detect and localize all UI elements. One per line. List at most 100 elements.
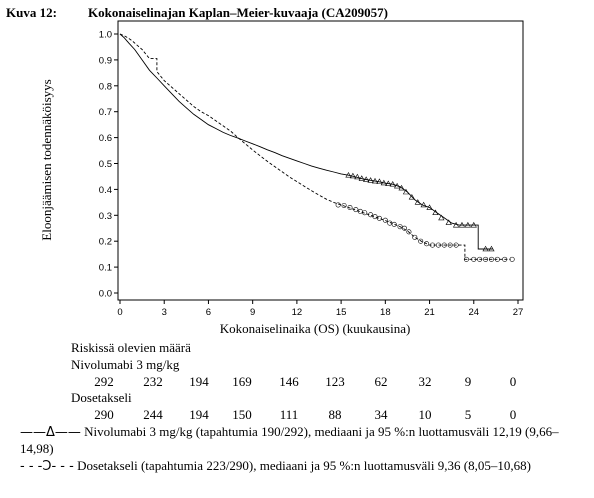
risk-count: 169	[232, 374, 252, 389]
censor-circle	[471, 256, 477, 262]
censor-circle	[368, 212, 374, 218]
risk-count: 244	[143, 407, 163, 422]
x-tick-label: 24	[468, 307, 479, 318]
censor-triangle	[376, 178, 383, 184]
censor-circle	[341, 202, 347, 208]
censor-circle	[376, 215, 382, 221]
risk-count: 62	[374, 374, 388, 389]
censor-circle	[488, 256, 494, 262]
censor-triangle	[358, 175, 365, 181]
censor-circle	[502, 256, 508, 262]
censor-circle	[401, 225, 407, 231]
y-tick-label: 0.1	[99, 263, 112, 274]
x-axis: 0 3 6 9 12 15 18 21 24 27	[117, 300, 523, 318]
figure-caption: Kuva 12: Kokonaiselinajan Kaplan–Meier-ku…	[6, 5, 388, 21]
censor-circle	[435, 242, 441, 248]
censor-triangle	[488, 245, 495, 252]
censor-circle	[509, 256, 515, 262]
censor-circle	[372, 214, 378, 220]
censor-triangle	[394, 182, 401, 189]
km-chart: 0.0 0.1 0.2 0.3 0.4 0.5 0.6 0.7 0.8 0.9 1.0 0 3 6 9 12…	[39, 20, 524, 336]
censor-triangle	[426, 204, 433, 210]
legend-nivolumab: ——Δ—— Nivolumabi 3 mg/kg (tapahtumia 190…	[20, 424, 580, 457]
risk-count: 194	[189, 374, 209, 389]
x-tick-label: 0	[117, 307, 122, 318]
risk-count: 32	[418, 374, 432, 389]
censor-circle	[347, 205, 353, 211]
censor-circle	[353, 207, 359, 213]
nivolumab-curve	[119, 33, 493, 250]
censor-triangle	[408, 193, 415, 200]
y-tick-label: 0.8	[99, 81, 112, 92]
x-axis-title: Kokonaiselinaika (OS) (kuukausina)	[220, 321, 411, 336]
censor-triangle	[349, 172, 357, 179]
censor-circle	[477, 256, 483, 262]
censor-triangle	[363, 176, 370, 182]
y-axis-title: Eloonjäämisen todennäköisyys	[39, 79, 54, 240]
censor-circle	[387, 220, 393, 226]
censor-triangle	[398, 184, 405, 191]
censor-circle	[441, 242, 447, 248]
censor-triangle	[420, 201, 427, 208]
censor-triangle	[452, 221, 460, 228]
figure-title: Kokonaiselinajan Kaplan–Meier-kuvaaja (C…	[88, 5, 388, 20]
legend-docetaxel: - - -Ↄ- - - Dosetakseli (tapahtumia 223/…	[20, 458, 580, 475]
risk-count: 34	[374, 407, 388, 422]
risk-count: 292	[94, 374, 114, 389]
censor-circle	[424, 241, 430, 247]
censor-triangle	[380, 179, 387, 186]
censor-triangle	[464, 221, 471, 228]
risk-count: 232	[143, 374, 163, 389]
censor-triangle	[367, 177, 374, 183]
y-tick-label: 0.0	[99, 289, 112, 300]
y-tick-label: 0.6	[99, 133, 112, 144]
censor-triangle	[345, 171, 352, 178]
y-tick-label: 0.7	[99, 107, 112, 118]
censor-triangle	[445, 219, 452, 225]
x-tick-label: 6	[206, 307, 211, 318]
risk-table-heading: Riskissä olevien määrä	[71, 340, 191, 355]
legend-doce-text: Dosetakseli (tapahtumia 223/290), mediaa…	[73, 458, 531, 473]
risk-count: 146	[279, 374, 299, 389]
y-tick-label: 0.9	[99, 55, 112, 66]
censor-circle	[494, 256, 500, 262]
risk-row-docetaxel: 290 244 194 150 111 88 34 10 5 0	[0, 407, 594, 423]
x-tick-label: 12	[292, 307, 303, 318]
censor-circle	[391, 221, 397, 227]
censor-triangle	[371, 177, 379, 184]
censor-triangle	[438, 214, 445, 221]
risk-count: 0	[509, 407, 517, 422]
docetaxel-curve	[119, 33, 511, 260]
y-tick-label: 0.3	[99, 211, 112, 222]
censor-triangle	[414, 199, 421, 205]
risk-count: 123	[325, 374, 345, 389]
x-tick-label: 21	[424, 307, 435, 318]
y-tick-label: 1.0	[99, 30, 112, 41]
censor-circle	[412, 234, 418, 240]
censor-circle	[447, 242, 453, 248]
legend-nivo-symbol: ——Δ——	[20, 425, 81, 440]
y-tick-label: 0.2	[99, 237, 112, 248]
censor-circle	[463, 256, 469, 262]
y-axis: 0.0 0.1 0.2 0.3 0.4 0.5 0.6 0.7 0.8 0.9 1.0	[99, 30, 118, 300]
x-tick-label: 9	[250, 307, 255, 318]
legend-nivo-text: Nivolumabi 3 mg/kg (tapahtumia 190/292),…	[20, 424, 559, 456]
censor-circle	[483, 256, 489, 262]
x-tick-label: 15	[336, 307, 347, 318]
censor-circle	[406, 229, 412, 235]
censor-triangle	[482, 245, 489, 252]
censor-circle	[382, 217, 388, 223]
censor-triangle	[402, 188, 410, 195]
risk-count: 290	[94, 407, 114, 422]
y-tick-label: 0.5	[99, 159, 112, 170]
survival-curves	[119, 33, 511, 260]
plot-frame	[117, 20, 524, 301]
censor-circle	[418, 238, 424, 244]
figure-number: Kuva 12:	[6, 5, 57, 20]
x-tick-label: 18	[380, 307, 391, 318]
risk-count: 194	[189, 407, 209, 422]
risk-count: 5	[464, 407, 472, 422]
risk-group-nivo-label: Nivolumabi 3 mg/kg	[71, 357, 180, 372]
censor-circle	[357, 208, 363, 214]
risk-count: 111	[279, 407, 299, 422]
